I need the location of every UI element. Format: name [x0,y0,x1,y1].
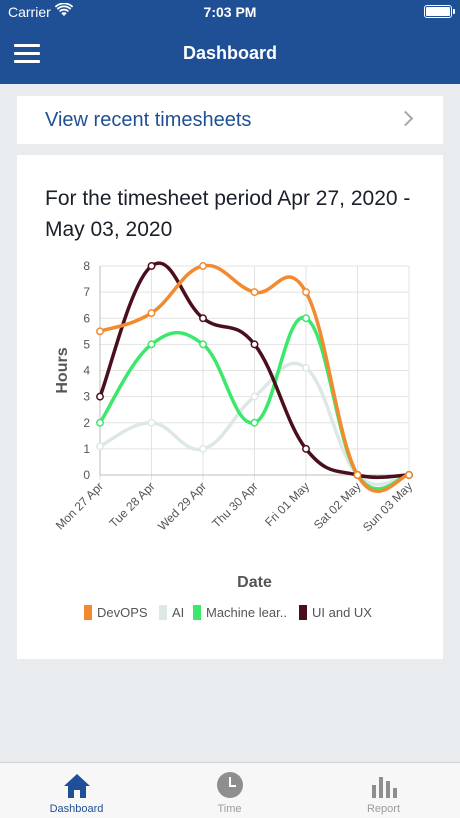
tab-bar: Dashboard Time Report [0,762,460,818]
chart-period-heading: For the timesheet period Apr 27, 2020 - … [45,187,411,241]
data-point [199,314,207,323]
data-point [147,309,156,317]
data-point [250,340,259,349]
y-tick-label: 7 [83,285,90,299]
series-devops [96,262,413,493]
data-point [96,392,104,401]
x-axis-title: Date [237,574,272,591]
page-title: Dashboard [182,43,278,63]
y-tick-label: 8 [83,259,90,273]
data-point [199,444,207,453]
hamburger-menu-icon[interactable] [12,41,42,67]
y-tick-label: 1 [83,442,90,456]
x-tick-label: Sat 02 May [311,479,364,532]
data-point [353,471,362,479]
tab-dashboard-label: Dashboard [49,803,104,815]
tab-dashboard[interactable]: Dashboard [0,763,153,818]
x-tick-label: Thu 30 Apr [209,479,260,530]
data-point [250,418,259,427]
legend-swatch [193,605,201,620]
data-point [302,314,310,323]
data-point [199,262,207,270]
status-bar: Carrier 7:03 PM [0,0,460,24]
x-tick-label: Fri 01 May [262,479,312,529]
data-point [147,262,156,270]
tab-report-label: Report [366,803,401,815]
y-tick-label: 4 [83,364,90,378]
legend-label: DevOPS [97,605,148,620]
legend-swatch [84,605,92,620]
data-point [96,418,104,427]
data-point [405,471,413,479]
view-recent-timesheets-label: View recent timesheets [45,109,252,131]
nav-bar: Dashboard [0,24,460,84]
view-recent-timesheets-row[interactable]: View recent timesheets [17,96,443,144]
data-point [250,392,259,401]
x-tick-label: Tue 28 Apr [107,479,158,530]
tab-time[interactable]: Time [153,763,306,818]
legend-label: Machine lear.. [206,605,287,620]
chevron-right-icon [397,110,414,127]
battery-icon [424,5,455,18]
data-point [302,363,310,372]
y-tick-label: 6 [83,311,90,325]
data-point [199,340,207,349]
clock-time: 7:03 PM [203,4,257,20]
tab-report[interactable]: Report [307,763,460,818]
wifi-icon [55,3,73,16]
x-tick-label: Mon 27 Apr [53,479,106,532]
x-tick-label: Wed 29 Apr [155,479,209,533]
tab-time-label: Time [217,803,242,815]
data-point [250,288,259,297]
y-tick-label: 2 [83,416,90,430]
carrier-label: Carrier [8,4,51,20]
data-point [96,327,104,336]
legend-label: UI and UX [312,605,372,620]
data-point [147,418,156,427]
y-tick-label: 0 [83,468,90,482]
legend-swatch [299,605,307,620]
data-point [302,288,310,297]
home-icon [64,774,90,798]
legend-label: AI [172,605,184,620]
data-point [302,444,310,453]
timesheet-chart-card: For the timesheet period Apr 27, 2020 - … [17,155,443,659]
y-tick-label: 5 [83,337,90,351]
series-line [98,261,411,480]
clock-icon [217,772,243,798]
bar-chart-icon [372,777,397,798]
data-point [96,442,104,451]
y-tick-label: 3 [83,390,90,404]
y-axis-title: Hours [54,347,71,393]
legend-swatch [159,605,167,620]
data-point [147,340,156,349]
